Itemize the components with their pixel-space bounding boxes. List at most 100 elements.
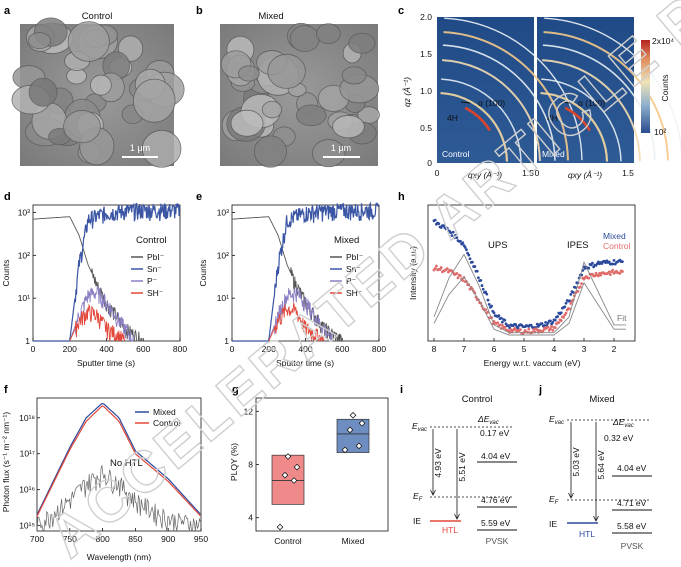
panel-title: Mixed	[589, 394, 614, 405]
legend-label: Control	[153, 418, 181, 428]
energy-label: 5.51 eV	[457, 452, 467, 482]
data-point	[459, 239, 462, 243]
htl-label: HTL	[579, 529, 595, 539]
grain	[289, 25, 320, 53]
tick-label: 1.5	[622, 168, 634, 178]
fit-line	[433, 253, 626, 334]
panel-b: b Mixed 1 μm	[196, 5, 380, 168]
data-point	[587, 266, 591, 270]
colorbar-label: Counts	[660, 75, 670, 102]
data-point	[501, 320, 504, 324]
photon-flux-plot: 700 750 800 850 900 950 10¹⁸ 10¹⁷ 10¹⁶ 10¹⁵ MixedC…	[19, 402, 208, 544]
panel-letter: j	[538, 384, 542, 396]
y-tick-label: 8	[248, 460, 253, 470]
panel-letter: d	[4, 191, 11, 203]
data-point	[451, 230, 455, 234]
legend-label: P⁻	[147, 276, 158, 286]
data-point	[544, 320, 547, 324]
data-point	[546, 325, 550, 329]
data-point	[487, 302, 491, 306]
legend-label: PbI⁻	[147, 252, 165, 262]
diffraction-ring	[541, 78, 622, 162]
data-point	[541, 329, 545, 333]
y-tick-label: 10¹⁵	[19, 521, 35, 531]
y-axis-label: Photon flux (s⁻¹ m⁻² nm⁻¹)	[1, 412, 11, 513]
evac-label: Evac	[412, 421, 427, 433]
legend-label: P⁻	[346, 276, 357, 286]
legend-label: Sn⁻	[346, 264, 361, 274]
series-line	[268, 287, 334, 342]
data-point	[349, 411, 357, 419]
series-line	[232, 201, 380, 342]
htl-label: HTL	[442, 525, 458, 535]
data-point	[475, 269, 479, 273]
data-point	[281, 471, 289, 479]
grain	[348, 32, 376, 54]
scale-bar-label: 1 μm	[331, 143, 351, 153]
data-point	[497, 314, 501, 318]
data-point	[607, 270, 611, 274]
data-point	[618, 271, 622, 275]
peak-label-4h: 4H	[447, 113, 458, 123]
grain	[141, 129, 182, 168]
pvsk-level-label: 5.59 eV	[481, 518, 511, 528]
x-tick-label: 400	[99, 344, 113, 354]
colorbar-min: 10²	[654, 127, 666, 137]
grain	[63, 110, 101, 144]
x-tick-label: 750	[63, 534, 77, 544]
data-point	[564, 301, 568, 305]
data-point	[463, 245, 467, 249]
grain	[295, 104, 327, 127]
x-tick-label: 850	[128, 534, 142, 544]
data-point	[450, 234, 454, 238]
data-point	[576, 289, 580, 293]
x-tick-label: 6	[492, 344, 497, 354]
scale-bar-label: 1 μm	[130, 143, 150, 153]
data-point	[594, 271, 598, 275]
panel-d: d 0 200 400 600 800 10³ 10² 10¹ 1 PbI⁻ Sn⁻ P⁻ SH⁻ Sp…	[1, 191, 187, 368]
data-point	[529, 323, 533, 327]
y-tick-label: 1	[224, 336, 229, 346]
series-line	[36, 405, 201, 517]
data-point	[580, 282, 583, 286]
y-tick-label: 10¹⁶	[19, 485, 35, 495]
delta-evac-value: 0.32 eV	[604, 433, 634, 443]
data-point	[499, 316, 503, 320]
plot-frame	[427, 204, 636, 342]
grain	[132, 78, 176, 123]
tick-label: 0	[435, 168, 440, 178]
panel-e: e 0 200 400 600 800 10³ 10² 10¹ 1 PbI⁻ Sn⁻ P⁻ SH⁻ Sp…	[196, 191, 386, 368]
energy-label: 5.64 eV	[596, 450, 606, 480]
data-point	[439, 266, 443, 269]
data-point	[480, 284, 484, 287]
y-tick-label: 10³	[217, 208, 229, 218]
x-axis-label: Sputter time (s)	[276, 358, 334, 368]
data-point	[496, 321, 499, 325]
box	[271, 454, 305, 505]
x-tick-label: 0	[31, 344, 36, 354]
data-point	[467, 253, 471, 257]
pvsk-level-label: 4.76 eV	[481, 495, 511, 505]
data-point	[568, 307, 571, 311]
data-point	[607, 260, 611, 264]
data-point	[611, 268, 615, 272]
series-line	[36, 402, 201, 516]
y-axis-label: qz (Å⁻¹)	[402, 77, 412, 107]
pvsk-level-label: 4.04 eV	[481, 451, 511, 461]
series-line	[69, 303, 126, 342]
data-point	[507, 324, 510, 328]
diffraction-ring	[441, 78, 522, 162]
series-line	[33, 202, 181, 342]
diffraction-ring	[542, 44, 656, 161]
category-label: Mixed	[342, 536, 365, 546]
panel-letter: g	[232, 384, 239, 396]
panel-letter: e	[196, 191, 202, 203]
x-axis-label: qxy (Å⁻¹)	[568, 170, 602, 180]
panel-letter: a	[4, 5, 11, 17]
data-point	[514, 323, 517, 326]
grain	[341, 66, 367, 85]
data-point	[556, 315, 559, 318]
diffraction-ring	[440, 91, 509, 162]
